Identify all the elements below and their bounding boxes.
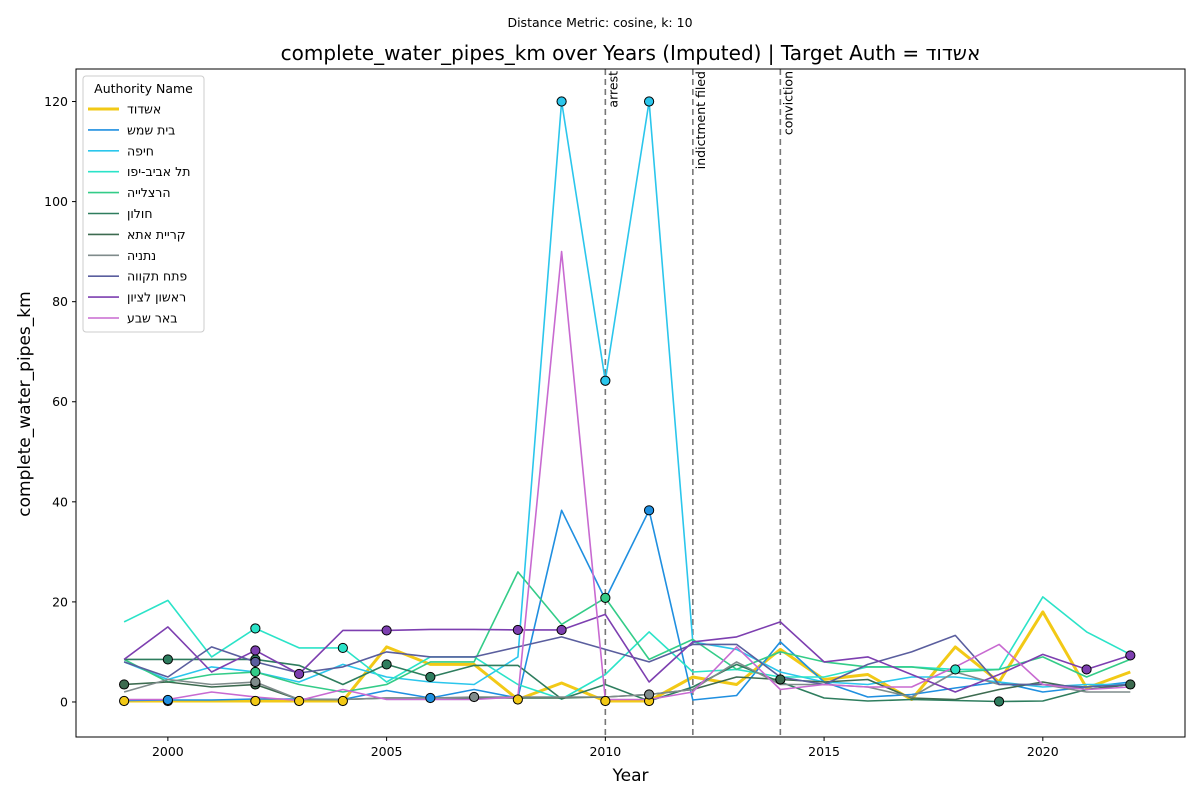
data-point xyxy=(512,694,523,705)
data-point xyxy=(643,505,655,516)
data-point xyxy=(381,659,392,670)
legend-item-label: נתניה xyxy=(127,248,156,263)
x-tick-label: 2015 xyxy=(808,744,840,759)
series-line xyxy=(123,661,1131,701)
series-line xyxy=(123,613,1131,693)
chart-title: complete_water_pipes_km over Years (Impu… xyxy=(281,41,981,65)
event-label: arrest xyxy=(605,71,620,108)
y-tick-label: 20 xyxy=(52,594,68,609)
data-point xyxy=(1125,679,1136,690)
series-line xyxy=(124,610,1131,703)
data-point xyxy=(556,624,567,636)
legend-item-label: תל אביב-יפו xyxy=(127,164,190,179)
chart-suptitle: Distance Metric: cosine, k: 10 xyxy=(507,15,692,30)
data-point xyxy=(162,654,173,665)
data-point xyxy=(425,692,436,704)
data-point xyxy=(294,668,305,680)
y-tick-label: 80 xyxy=(52,294,68,309)
data-point xyxy=(250,656,261,668)
legend-item-label: ראשון לציון xyxy=(127,290,186,305)
legend: Authority Name אשדוד בית שמש חיפה תל אביב-יפ… xyxy=(82,75,205,333)
data-point xyxy=(600,695,611,707)
y-axis-label: complete_water_pipes_km xyxy=(15,291,35,516)
event-label: conviction xyxy=(780,71,795,135)
series-line xyxy=(124,658,1131,703)
data-point xyxy=(162,694,173,706)
data-point xyxy=(119,679,130,690)
x-tick-label: 2005 xyxy=(371,744,403,759)
y-tick-label: 100 xyxy=(44,194,68,209)
data-point xyxy=(512,624,523,636)
data-point xyxy=(950,664,961,675)
series-line xyxy=(124,250,1131,702)
x-axis-label: Year xyxy=(612,766,649,786)
event-label: indictment filed xyxy=(693,71,708,169)
data-point xyxy=(775,674,786,685)
legend-item-label: חולון xyxy=(127,206,153,221)
legend-box xyxy=(82,75,205,333)
data-point xyxy=(469,691,480,703)
data-point xyxy=(337,642,348,654)
legend-item-label: פתח תקווה xyxy=(127,269,187,284)
data-point xyxy=(381,625,392,636)
x-tick-label: 2010 xyxy=(589,744,621,759)
y-tick-label: 60 xyxy=(52,394,68,409)
legend-item-label: בית שמש xyxy=(127,122,175,137)
plot-area: arrest indictment filed conviction 2000 2005… xyxy=(44,68,1186,759)
data-point xyxy=(250,623,261,634)
data-point xyxy=(425,671,436,683)
axes-frame xyxy=(75,68,1186,738)
legend-item-label: אשדוד xyxy=(127,102,161,117)
data-point xyxy=(600,592,611,603)
data-point xyxy=(1125,650,1136,661)
data-point xyxy=(250,676,261,688)
y-tick-label: 40 xyxy=(52,494,68,509)
x-tick-label: 2000 xyxy=(152,744,184,759)
data-point xyxy=(250,666,261,678)
legend-title: Authority Name xyxy=(94,81,193,96)
data-point xyxy=(250,645,261,656)
x-tick-label: 2020 xyxy=(1027,744,1059,759)
legend-item-label: הרצלייה xyxy=(127,185,171,200)
legend-item-label: חיפה xyxy=(127,143,154,158)
data-point xyxy=(250,695,261,707)
series-line xyxy=(123,100,1131,688)
y-tick-label: 120 xyxy=(44,94,68,109)
series-line xyxy=(123,634,1131,688)
data-point xyxy=(119,695,130,707)
data-point xyxy=(993,696,1005,707)
data-point xyxy=(600,375,611,386)
data-point xyxy=(643,96,655,107)
y-tick-label: 0 xyxy=(60,694,68,709)
legend-item-label: קריית אתא xyxy=(127,227,186,242)
data-point xyxy=(337,695,348,707)
series-line xyxy=(124,509,1131,702)
data-point xyxy=(556,96,567,107)
legend-item-label: באר שבע xyxy=(127,311,178,326)
data-point xyxy=(643,689,655,700)
series-line xyxy=(123,596,1131,700)
data-point xyxy=(294,695,305,707)
data-point xyxy=(1081,664,1092,675)
series-line xyxy=(123,571,1131,693)
